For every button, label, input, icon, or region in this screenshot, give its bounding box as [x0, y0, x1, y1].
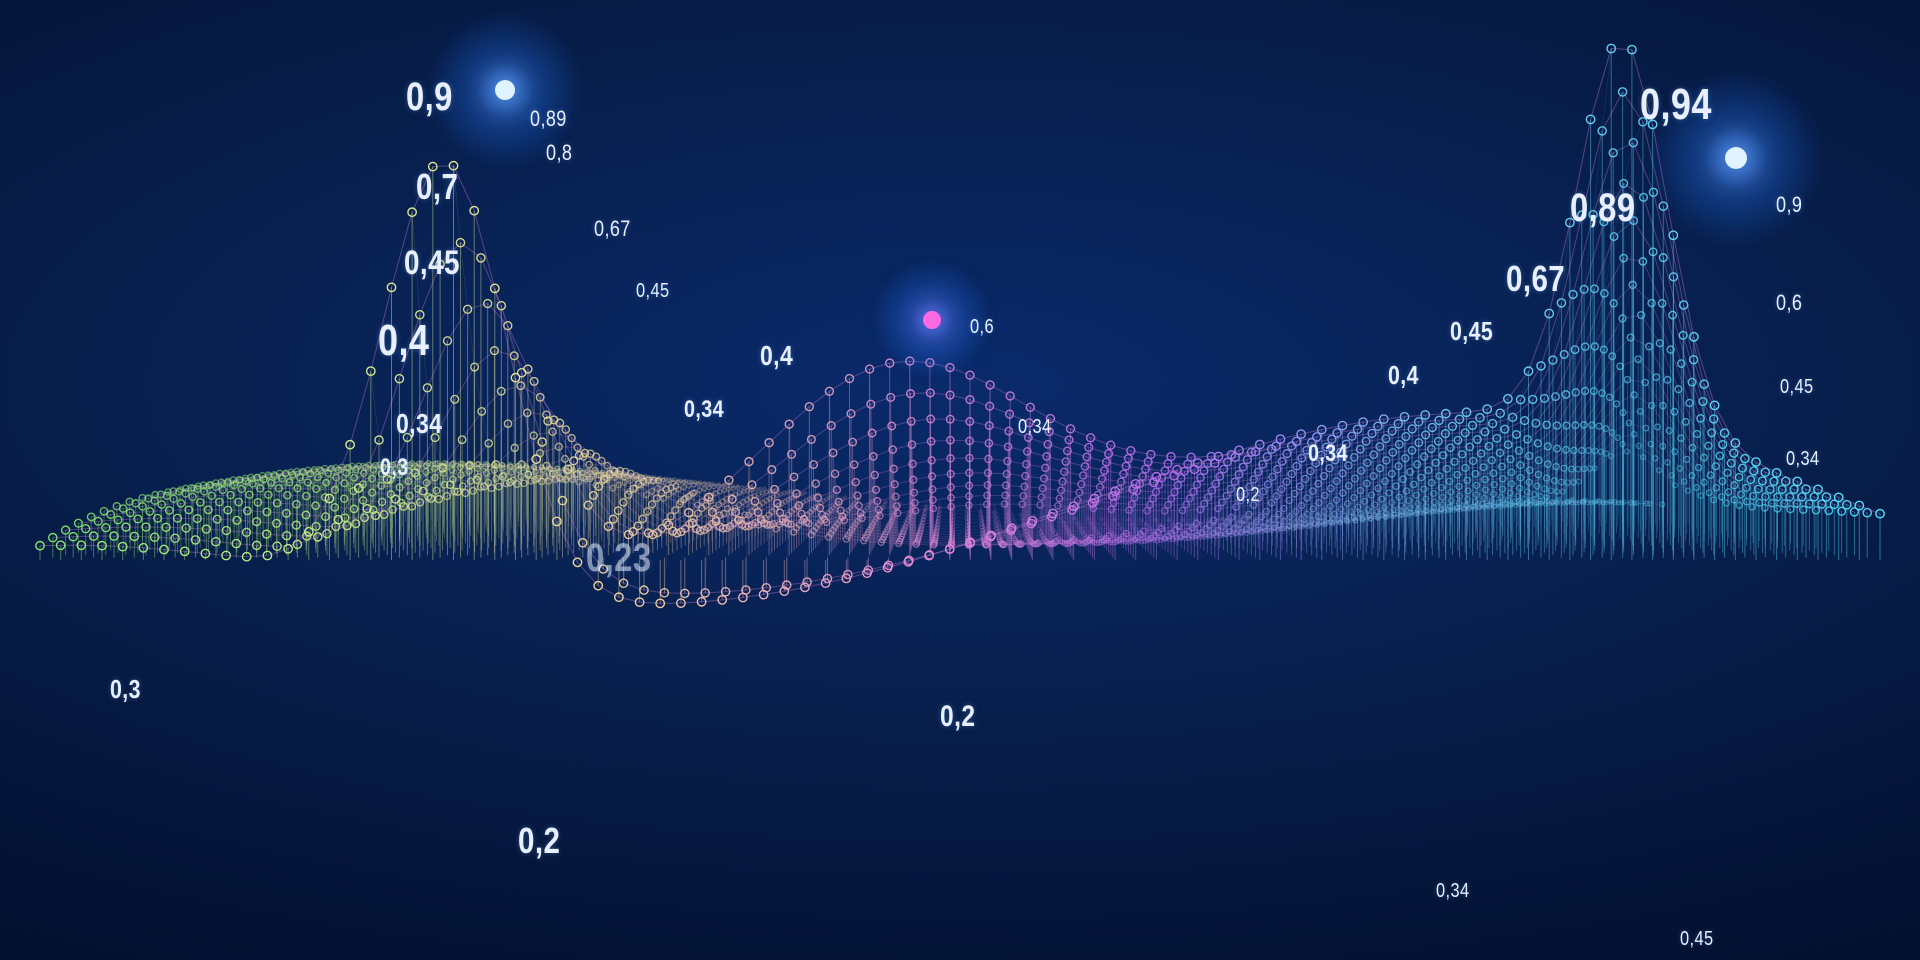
- wave-surface-chart: [0, 0, 1920, 960]
- visualization-stage: 0,90,890,80,70,670,450,450,40,60,40,340,…: [0, 0, 1920, 960]
